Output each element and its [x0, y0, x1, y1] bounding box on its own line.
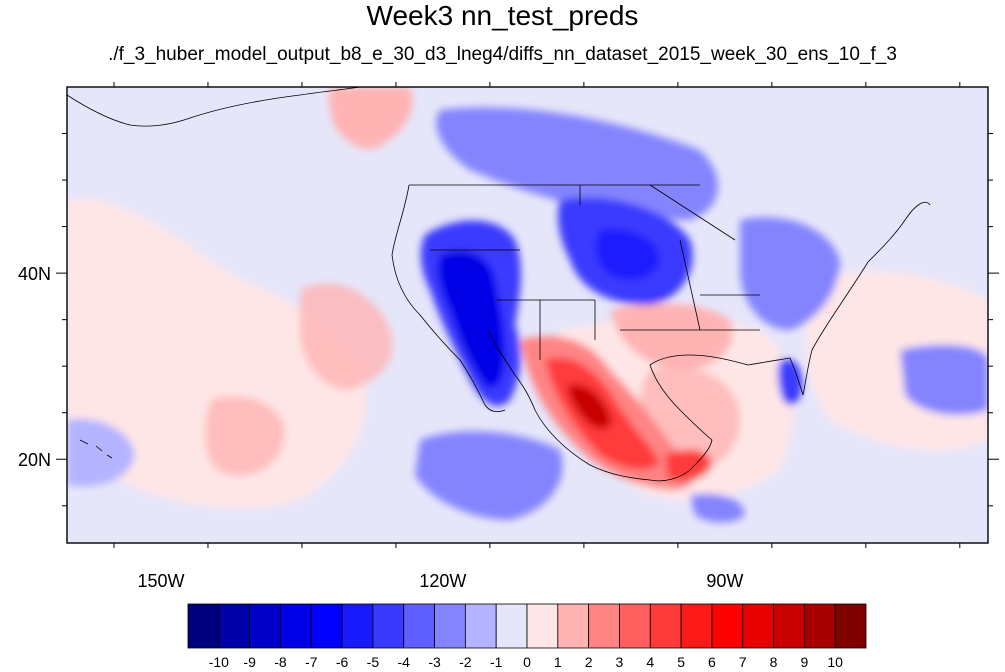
colorbar-box — [803, 603, 836, 649]
colorbar-box — [773, 603, 805, 649]
field-neg-plains-core — [595, 229, 660, 280]
field-neg-central-america — [690, 493, 745, 523]
x-tick-label: 90W — [706, 571, 743, 591]
field-pos-pacific-west — [67, 198, 367, 509]
field-neg-pacific-low — [415, 431, 563, 520]
colorbar-box — [619, 603, 651, 649]
field-neg-florida — [777, 359, 803, 406]
colorbar-box — [310, 603, 343, 649]
colorbar-box — [187, 603, 220, 649]
y-tick-label: 20N — [18, 450, 51, 470]
field-neg-canada — [436, 107, 719, 220]
colorbar-label: -5 — [367, 654, 380, 670]
field-neg-caribbean — [900, 344, 988, 415]
colorbar-label: -10 — [209, 654, 229, 670]
colorbar-label: 7 — [739, 654, 747, 670]
field-neg-hawaii — [67, 419, 135, 487]
map-panel: 150W 120W 90W 40N 20N — [18, 82, 999, 591]
colorbar-label: 3 — [616, 654, 624, 670]
colorbar-box — [341, 603, 374, 649]
map-frame — [66, 86, 989, 544]
colorbar-box — [649, 603, 682, 649]
colorbar-box — [526, 603, 559, 649]
colorbar-box — [742, 603, 774, 649]
field-neg-west-core — [438, 251, 505, 389]
colorbar-box — [434, 603, 466, 649]
colorbar-label: 1 — [554, 654, 562, 670]
field-pos-mexico-core — [568, 384, 612, 429]
colorbar-label: -6 — [336, 654, 349, 670]
colorbar-label: 5 — [677, 654, 685, 670]
colorbar-box — [280, 603, 312, 649]
x-tick-label: 150W — [137, 571, 184, 591]
colorbar-box — [372, 603, 405, 649]
colorbar-label: -3 — [428, 654, 441, 670]
x-tick-label: 120W — [419, 571, 466, 591]
colorbar-box — [588, 603, 620, 649]
colorbar-label: 2 — [585, 654, 593, 670]
colorbar-label: 10 — [827, 654, 843, 670]
field-pos-southern-mexico — [665, 449, 712, 482]
chart-title: Week3 nn_test_preds — [366, 0, 639, 31]
map-coastlines — [67, 87, 931, 482]
colorbar-label: 0 — [523, 654, 531, 670]
colorbar: -10 -9 -8 -7 -6 -5 -4 -3 -2 -1 0 1 2 3 4 5 6 7 8 9 10 — [187, 603, 867, 670]
field-pos-texas — [610, 303, 733, 370]
axis-ticks — [56, 82, 999, 548]
colorbar-box — [495, 603, 528, 649]
axis-labels: 150W 120W 90W 40N 20N — [18, 264, 743, 591]
field-pos-pacific-south — [205, 396, 285, 476]
colorbar-label: -4 — [398, 654, 411, 670]
colorbar-label: -2 — [459, 654, 472, 670]
colorbar-box — [218, 603, 251, 649]
colorbar-label: -1 — [490, 654, 503, 670]
colorbar-label: 8 — [770, 654, 778, 670]
colorbar-label: -7 — [305, 654, 318, 670]
anomaly-field — [67, 87, 988, 523]
field-pos-pacific-mid — [300, 283, 393, 390]
colorbar-box — [249, 603, 281, 649]
colorbar-box — [834, 603, 867, 649]
colorbar-box — [557, 603, 590, 649]
field-pos-alaska — [329, 87, 413, 150]
colorbar-label: 9 — [800, 654, 808, 670]
colorbar-box — [464, 603, 497, 649]
colorbar-box — [403, 603, 435, 649]
chart-subtitle: ./f_3_huber_model_output_b8_e_30_d3_lneg… — [108, 44, 897, 65]
colorbar-label: -8 — [274, 654, 287, 670]
colorbar-label: 6 — [708, 654, 716, 670]
y-tick-label: 40N — [18, 264, 51, 284]
colorbar-box — [711, 603, 744, 649]
colorbar-box — [680, 603, 713, 649]
colorbar-label: 4 — [646, 654, 654, 670]
colorbar-label: -9 — [243, 654, 256, 670]
field-neg-northeast — [740, 217, 840, 330]
